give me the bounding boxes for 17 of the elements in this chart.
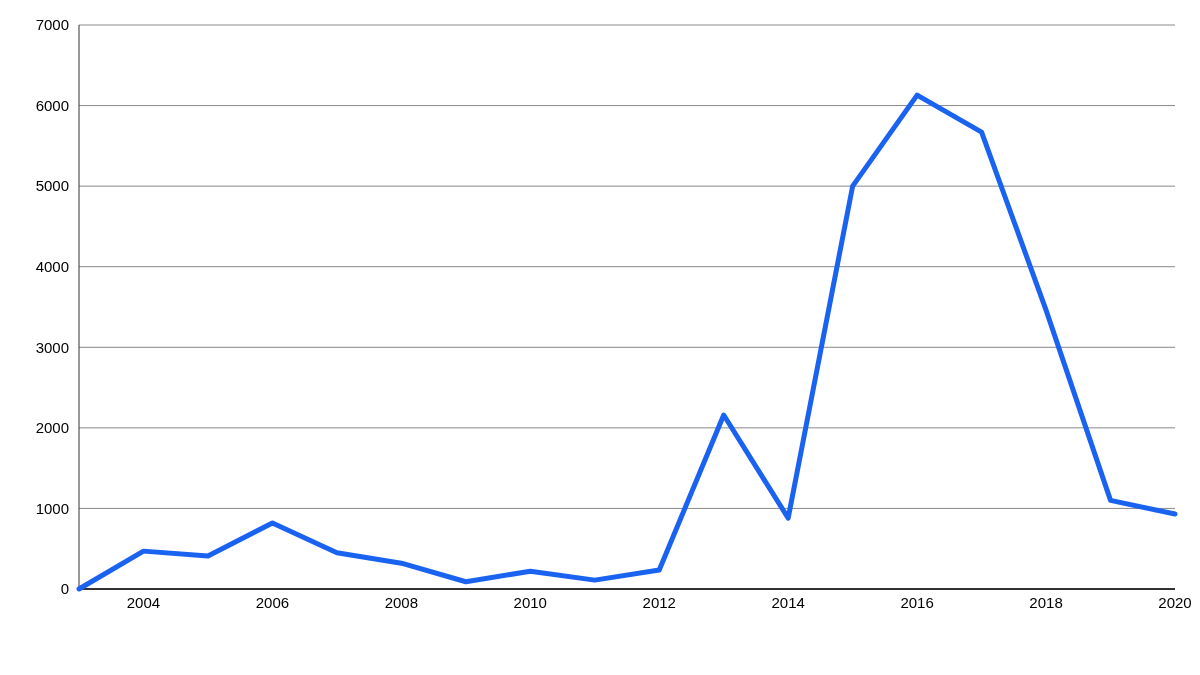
x-tick-label: 2004 [126,594,161,611]
x-tick-label: 2012 [642,594,676,611]
x-tick-label: 2016 [900,594,934,611]
y-tick-label: 3000 [35,338,69,356]
x-tick-label: 2018 [1029,594,1063,611]
y-tick-label: 4000 [35,257,69,275]
x-tick-label: 2008 [384,594,419,611]
x-tick-label: 2020 [1158,594,1192,611]
y-tick-label: 1000 [35,499,69,517]
x-tick-label: 2010 [513,594,547,611]
x-tick-label: 2014 [771,594,805,611]
y-tick-label: 7000 [35,16,69,34]
y-tick-label: 2000 [35,419,69,437]
y-tick-label: 0 [60,580,69,598]
x-tick-label: 2006 [255,594,290,611]
y-tick-label: 5000 [35,177,69,195]
y-tick-label: 6000 [35,96,69,114]
